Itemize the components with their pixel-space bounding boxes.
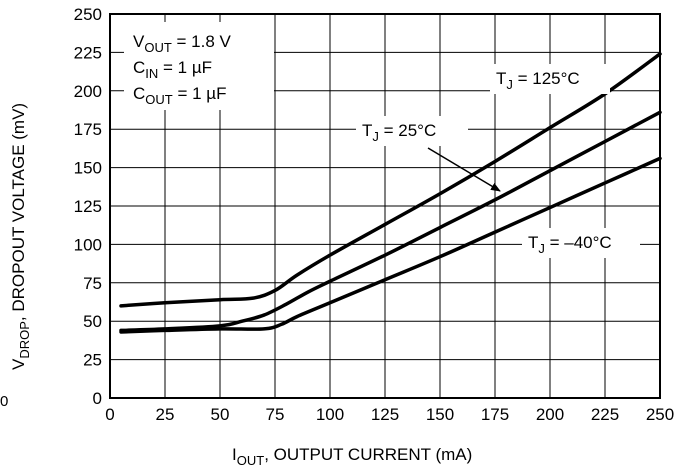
condition-2-rest: = 1 µF: [173, 84, 227, 103]
series-line-0: [119, 52, 662, 308]
y-tick-label: 50: [83, 312, 102, 331]
series-lines: [119, 52, 662, 334]
condition-1: CIN = 1 µF: [133, 58, 212, 81]
series-label-bg-0: [490, 64, 610, 94]
y-axis-title-rest: , DROPOUT VOLTAGE (mV): [9, 103, 28, 321]
y-tick-label: 125: [74, 197, 102, 216]
condition-0-main: V: [133, 32, 145, 51]
series-label-0-rest: = 125°C: [513, 69, 580, 88]
y-tick-label: 150: [74, 159, 102, 178]
y-tick-label: 225: [74, 43, 102, 62]
series-label-2-rest: = –40°C: [545, 233, 612, 252]
series-line-2: [119, 156, 662, 334]
axis-titles: IOUT, OUTPUT CURRENT (mA) VDROP, DROPOUT …: [0, 103, 472, 468]
condition-0-sub: OUT: [144, 40, 172, 55]
x-tick-label: 0: [105, 405, 114, 424]
series-line-1: [119, 110, 662, 333]
series-label-1-sub: J: [372, 129, 379, 144]
x-tick-label: 125: [371, 405, 399, 424]
conditions-box: [124, 22, 274, 110]
condition-2-main: C: [133, 84, 145, 103]
series-label-arrow: [427, 147, 501, 192]
x-tick-label: 225: [591, 405, 619, 424]
x-tick-label: 75: [266, 405, 285, 424]
y-axis-title-sub: DROP: [17, 321, 32, 359]
y-tick-label: 0: [93, 389, 102, 408]
x-tick-label: 200: [536, 405, 564, 424]
x-tick-label: 150: [426, 405, 454, 424]
condition-2: COUT = 1 µF: [133, 84, 226, 107]
x-axis-title-sub: OUT: [237, 453, 265, 468]
series-label-0-sub: J: [506, 77, 513, 92]
series-label-2: TJ = –40°C: [528, 233, 612, 256]
x-axis-title: IOUT, OUTPUT CURRENT (mA): [232, 445, 472, 468]
y-tick-label: 200: [74, 82, 102, 101]
y-tick-label: 25: [83, 351, 102, 370]
series-label-bg-2: [522, 228, 640, 258]
x-tick-label: 250: [646, 405, 674, 424]
series-label-1: TJ = 25°C: [362, 121, 436, 144]
condition-1-sub: IN: [145, 66, 158, 81]
x-tick-label: 50: [211, 405, 230, 424]
plot-area-frame: [109, 13, 661, 399]
y-axis-title-main: V: [9, 358, 28, 370]
series-label-bg-1: [356, 116, 468, 146]
condition-0: VOUT = 1.8 V: [133, 32, 232, 55]
condition-2-sub: OUT: [145, 92, 173, 107]
y-tick-label: 250: [74, 5, 102, 24]
condition-1-rest: = 1 µF: [158, 58, 212, 77]
series-label-0: TJ = 125°C: [496, 69, 580, 92]
condition-0-rest: = 1.8 V: [172, 32, 232, 51]
x-axis-title-rest: , OUTPUT CURRENT (mA): [264, 445, 472, 464]
series-label-2-sub: J: [538, 241, 545, 256]
tick-labels: 0 25 50 75 100 125 150 175 200 225 250 0 25 50 75 100 12…: [74, 5, 674, 424]
x-tick-label: 100: [316, 405, 344, 424]
y-tick-label: 175: [74, 120, 102, 139]
series-label-1-rest: = 25°C: [379, 121, 436, 140]
stray-zero-label: 0: [0, 393, 8, 410]
x-tick-label: 25: [156, 405, 175, 424]
x-tick-label: 175: [481, 405, 509, 424]
series-label-0-main: T: [496, 69, 506, 88]
x-axis-title-main: I: [232, 445, 237, 464]
y-axis-title: VDROP, DROPOUT VOLTAGE (mV): [9, 103, 32, 370]
condition-1-main: C: [133, 58, 145, 77]
y-tick-label: 75: [83, 274, 102, 293]
series-label-1-main: T: [362, 121, 372, 140]
y-tick-label: 100: [74, 235, 102, 254]
series-label-2-main: T: [528, 233, 538, 252]
